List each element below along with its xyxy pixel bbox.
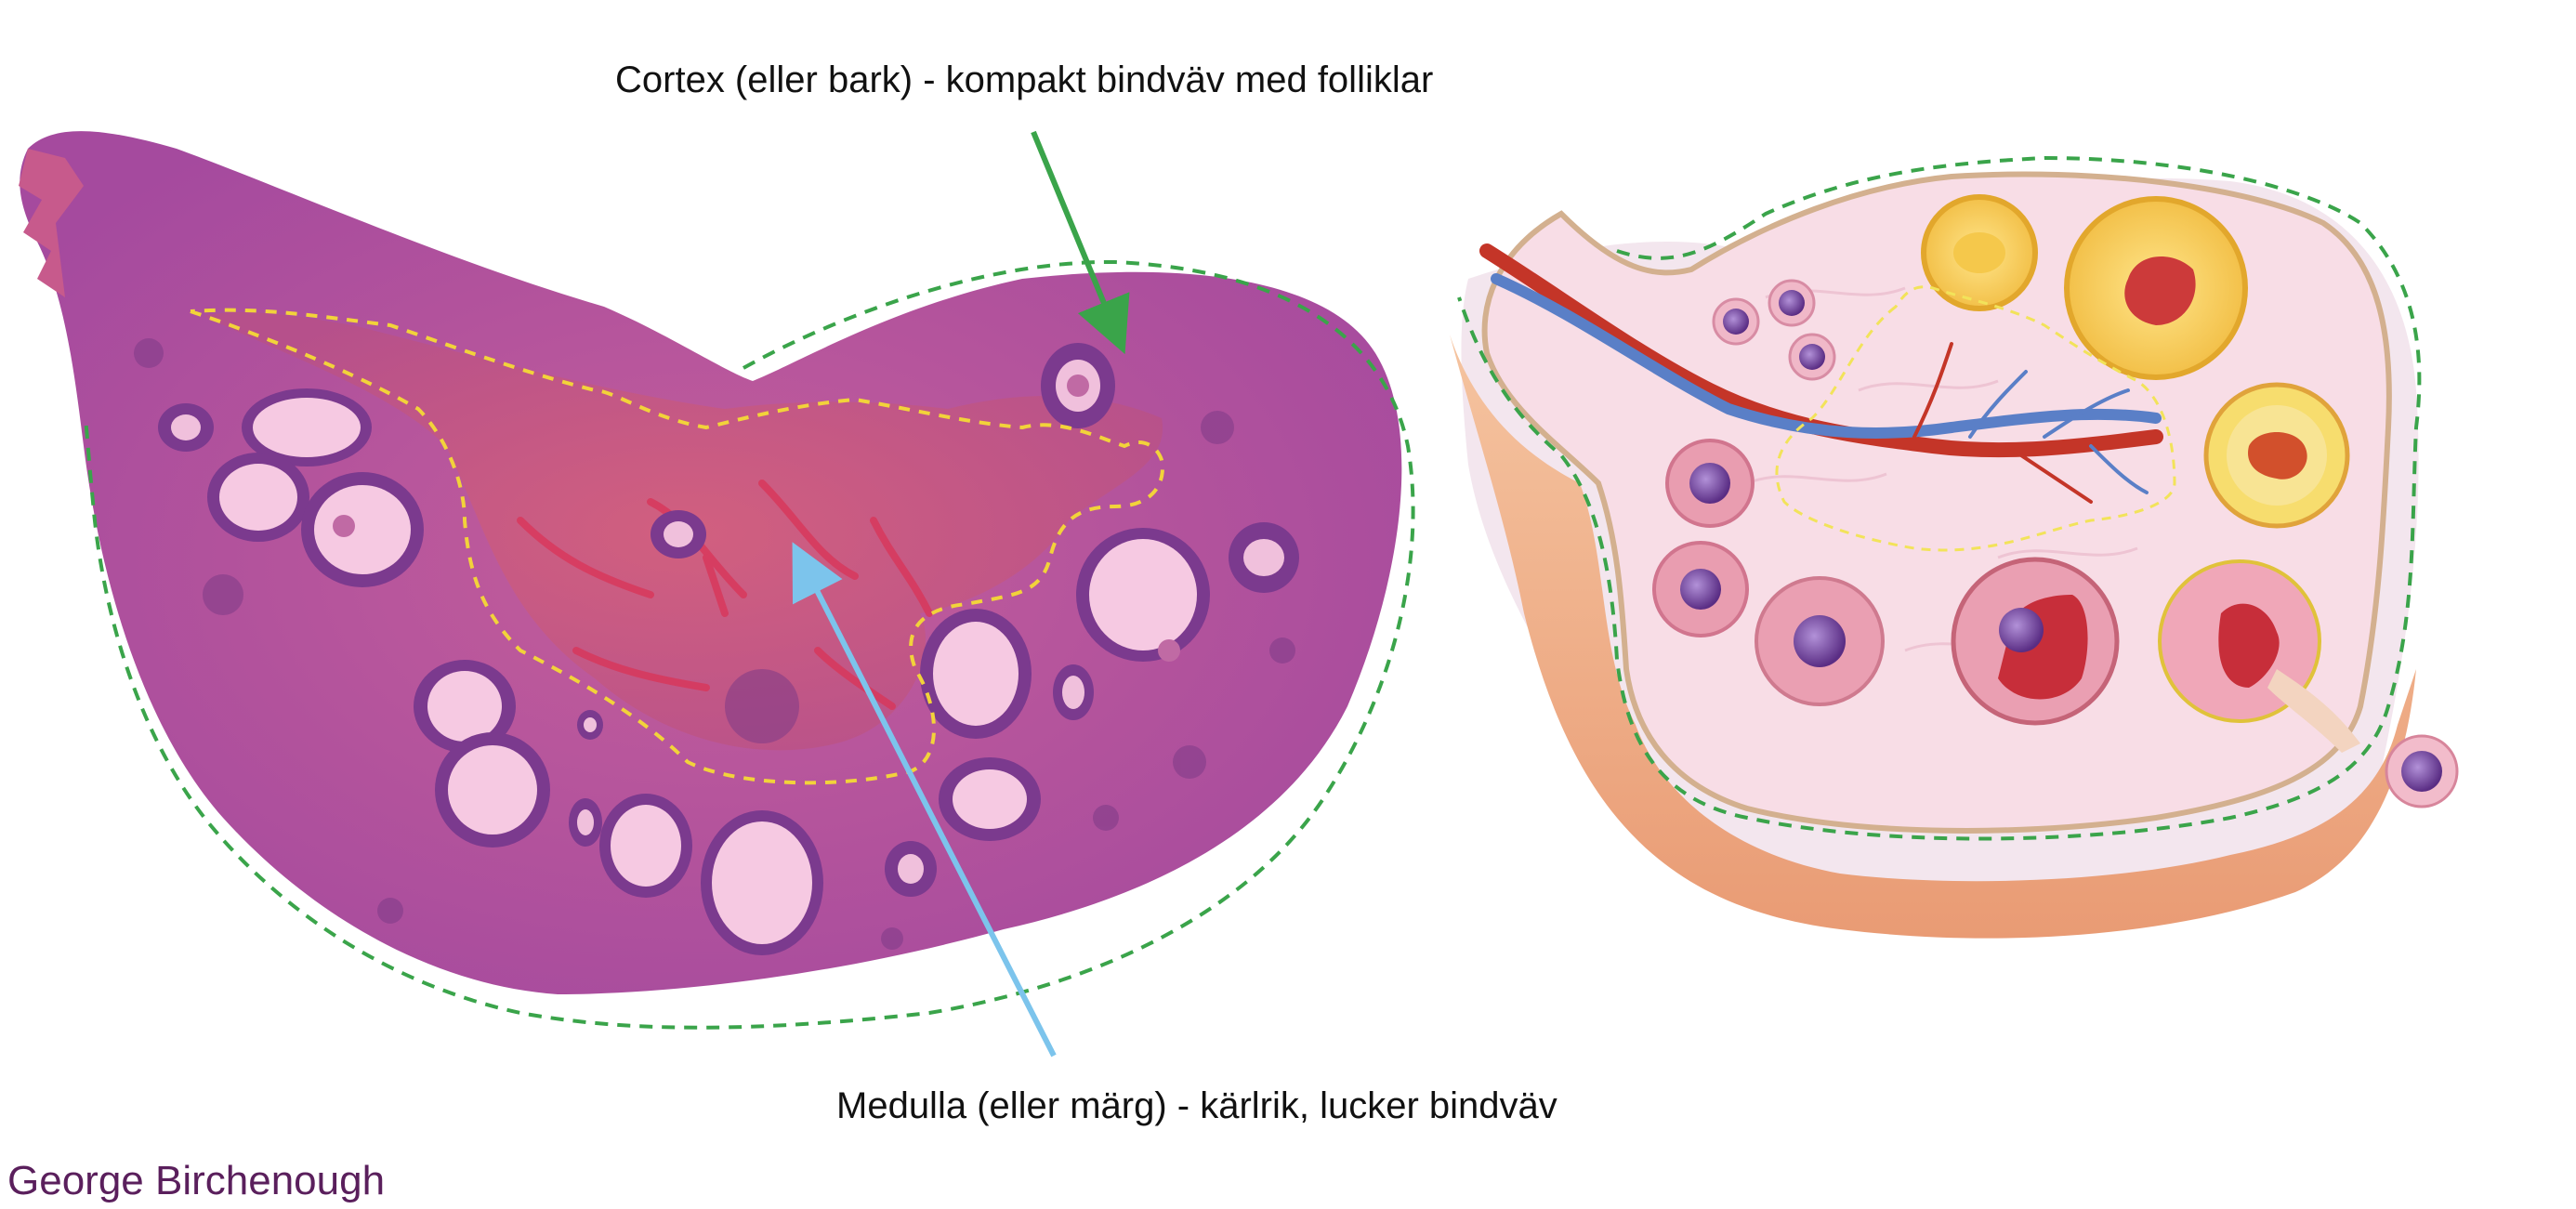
corpus-luteum bbox=[1924, 197, 2035, 309]
medulla-label: Medulla (eller märg) - kärlrik, lucker b… bbox=[836, 1085, 1557, 1127]
corpus-albicans bbox=[2206, 385, 2347, 526]
follicle bbox=[599, 794, 692, 898]
histology-section bbox=[19, 131, 1413, 1028]
follicle bbox=[1229, 522, 1299, 593]
follicle bbox=[651, 510, 706, 559]
follicle bbox=[1053, 664, 1094, 720]
follicle bbox=[1076, 528, 1210, 662]
follicle bbox=[435, 732, 550, 848]
follicle bbox=[569, 798, 602, 847]
antral-follicle bbox=[1953, 559, 2117, 723]
follicle bbox=[158, 403, 214, 452]
cortex-label: Cortex (eller bark) - kompakt bindväv me… bbox=[615, 59, 1433, 101]
follicle bbox=[207, 453, 309, 542]
follicle bbox=[301, 472, 424, 587]
follicle bbox=[885, 841, 937, 897]
follicle bbox=[939, 757, 1041, 841]
corpus-luteum-large bbox=[2067, 199, 2245, 377]
follicle bbox=[1041, 343, 1115, 428]
follicle bbox=[577, 710, 603, 740]
primary-follicle bbox=[1654, 543, 1747, 636]
secondary-follicle bbox=[1756, 578, 1883, 704]
ovary-illustration bbox=[1450, 158, 2457, 939]
follicle bbox=[701, 810, 823, 955]
author-credit: George Birchenough bbox=[7, 1158, 385, 1204]
follicle bbox=[920, 609, 1032, 739]
released-oocyte bbox=[2386, 736, 2457, 807]
primary-follicle bbox=[1667, 440, 1753, 526]
